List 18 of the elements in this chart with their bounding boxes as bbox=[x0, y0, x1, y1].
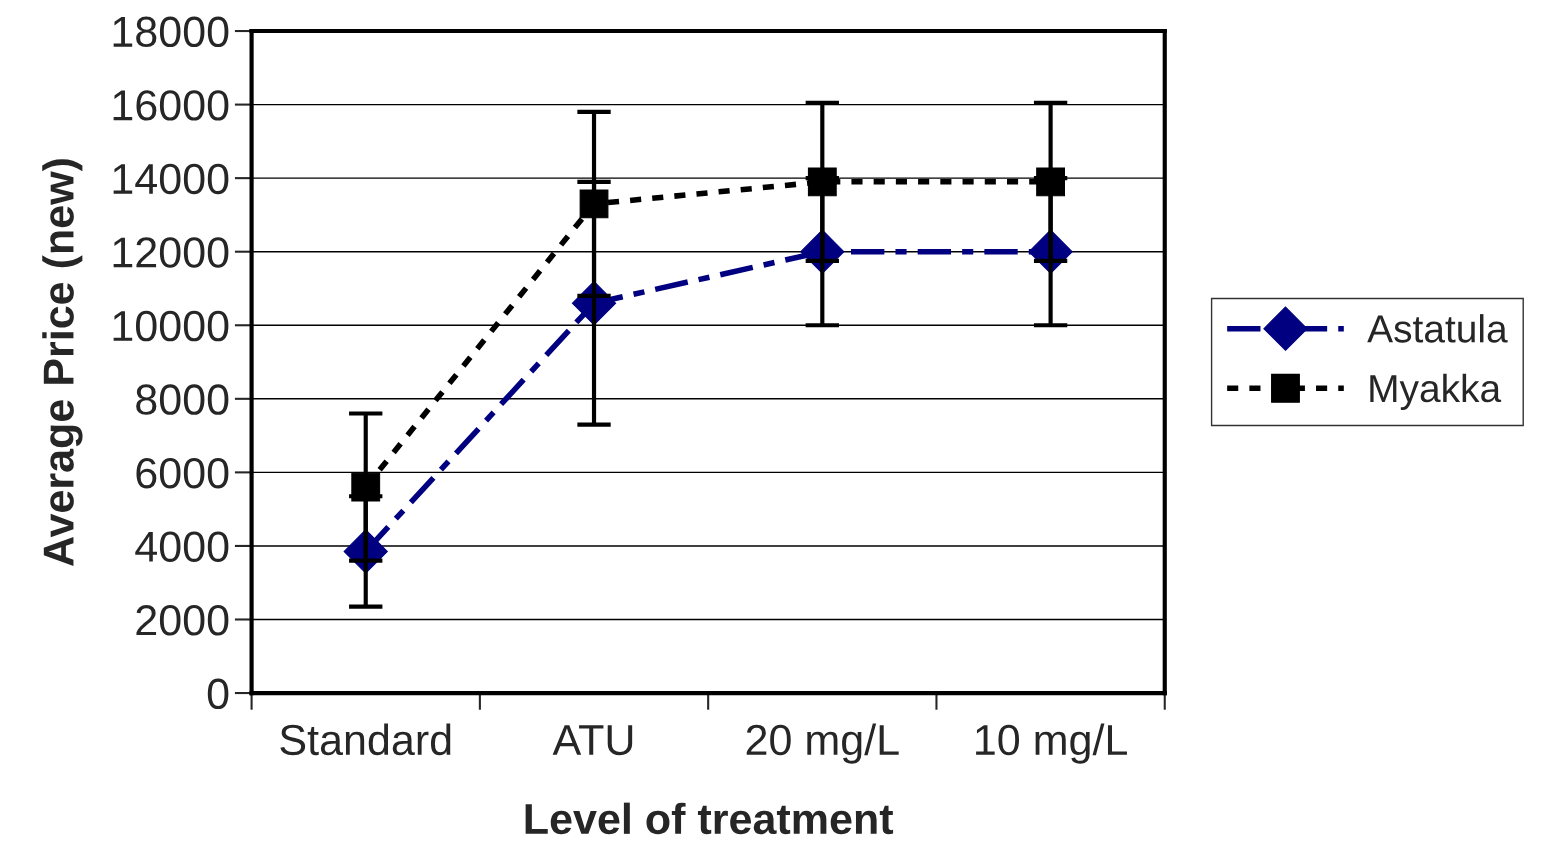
y-tick-label: 2000 bbox=[136, 605, 229, 636]
y-tick-label: 0 bbox=[207, 678, 229, 710]
y-tick-label: 10000 bbox=[113, 310, 229, 342]
y-tick-label: 18000 bbox=[113, 16, 229, 48]
x-tick-label: ATU bbox=[552, 725, 633, 756]
x-tick-label: Standard bbox=[280, 723, 451, 756]
y-tick-label: 16000 bbox=[113, 90, 229, 121]
x-tick-label: 10 mg/L bbox=[976, 723, 1127, 764]
y-tick-label: 6000 bbox=[136, 457, 229, 489]
y-tick-label: 8000 bbox=[136, 384, 229, 415]
y-tick-label: 4000 bbox=[135, 531, 229, 562]
y-tick-label: 12000 bbox=[113, 237, 229, 268]
x-axis-title: Level of treatment bbox=[525, 802, 894, 835]
y-tick-label: 14000 bbox=[113, 163, 229, 195]
legend-label: Myakka bbox=[1370, 373, 1502, 410]
y-axis-title: Average Price (new) bbox=[42, 159, 83, 566]
x-tick-label: 20 mg/L bbox=[746, 723, 899, 764]
legend-label: Astatula bbox=[1367, 314, 1508, 343]
